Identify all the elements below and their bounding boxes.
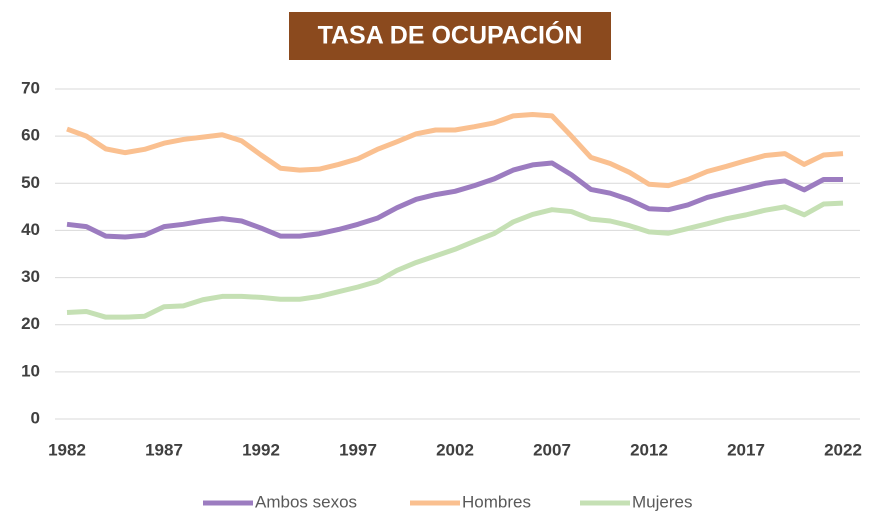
y-tick-label: 40	[21, 220, 40, 239]
y-tick-label: 30	[21, 267, 40, 286]
y-tick-label: 10	[21, 361, 40, 380]
x-tick-label: 1987	[145, 440, 183, 459]
title-box	[289, 12, 611, 60]
x-tick-label: 1997	[339, 440, 377, 459]
x-tick-label: 2012	[630, 440, 668, 459]
x-tick-label: 2002	[436, 440, 474, 459]
x-tick-label: 1982	[48, 440, 86, 459]
x-tick-label: 2017	[727, 440, 765, 459]
line-series	[66, 160, 843, 240]
x-tick-label: 2007	[533, 440, 571, 459]
chart-title: TASA DE OCUPACIÓN	[318, 20, 583, 50]
line-series	[66, 111, 844, 189]
legend-label: Hombres	[462, 492, 531, 511]
legend-label: Mujeres	[632, 492, 692, 511]
x-tick-label: 1992	[242, 440, 280, 459]
y-tick-label: 0	[31, 408, 40, 427]
y-tick-label: 60	[21, 126, 40, 145]
y-tick-label: 20	[21, 314, 40, 333]
line-series	[66, 200, 844, 320]
y-tick-label: 50	[21, 173, 40, 192]
y-tick-label: 70	[21, 78, 40, 97]
legend-label: Ambos sexos	[255, 492, 357, 511]
x-tick-label: 2022	[824, 440, 862, 459]
